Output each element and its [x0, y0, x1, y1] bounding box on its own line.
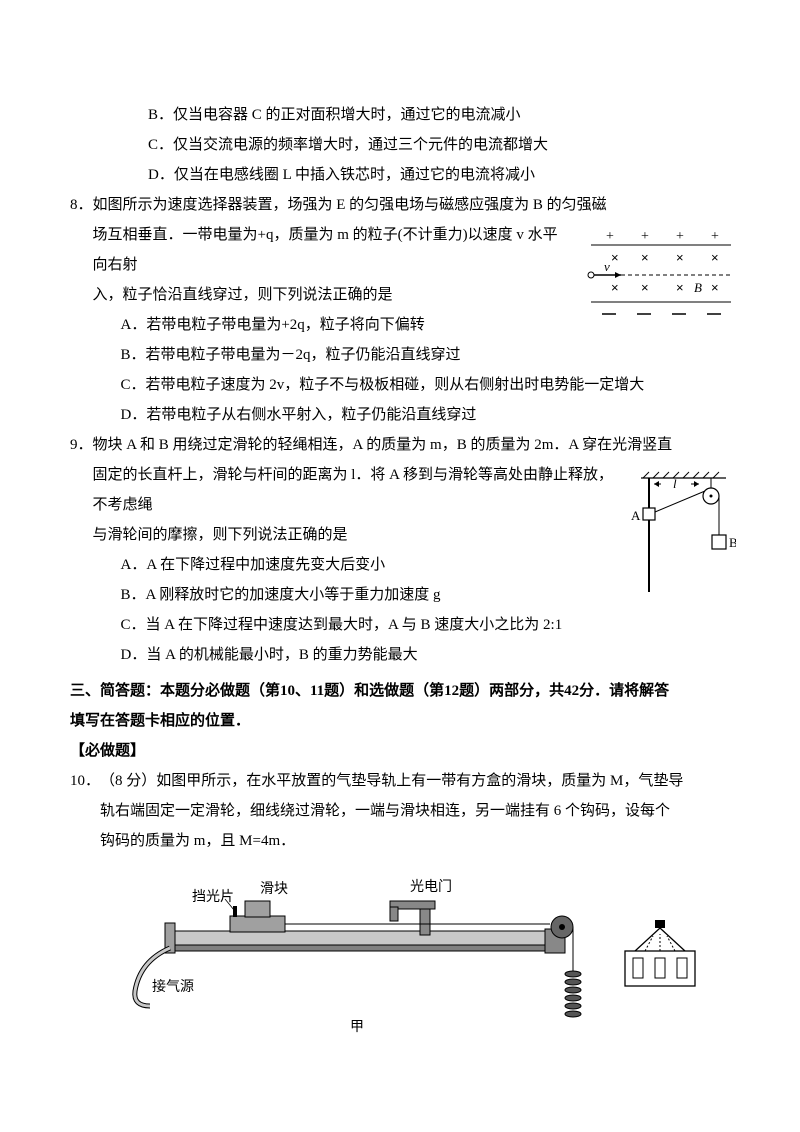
plus-icon: + [711, 230, 719, 244]
svg-text:×: × [676, 250, 684, 265]
q10-stem-3: 钩码的质量为 m，且 M=4m． [100, 826, 730, 856]
required-label: 【必做题】 [70, 736, 730, 766]
field-crosses: × × × × × × × × [611, 250, 719, 295]
section-3-header: 三、简答题：本题分必做题（第10、11题）和选做题（第12题）两部分，共42分．… [70, 676, 730, 706]
air-track-rail [170, 931, 550, 945]
q9-stem-1: 物块 A 和 B 用绕过定滑轮的轻绳相连，A 的质量为 m，B 的质量为 2m．… [93, 430, 730, 460]
block-b [712, 535, 726, 549]
gate-label: 光电门 [410, 879, 452, 895]
section-3-line-1: 三、简答题：本题分必做题（第10、11题）和选做题（第12题）两部分，共42分．… [70, 683, 669, 699]
slider-box [245, 901, 270, 917]
timer-icon [625, 920, 695, 986]
q8-option-b: B．若带电粒子带电量为－2q，粒子仍能沿直线穿过 [93, 340, 730, 370]
b-label: B [694, 280, 702, 295]
particle-icon [588, 272, 594, 278]
q8-figure: + + + + × × × × × × × × v B [586, 230, 736, 325]
q8-option-d: D．若带电粒子从右侧水平射入，粒子仍能沿直线穿过 [93, 400, 730, 430]
q10-number: 10． [70, 766, 100, 856]
q7-option-b: B．仅当电容器 C 的正对面积增大时，通过它的电流减小 [70, 100, 730, 130]
svg-text:×: × [641, 280, 649, 295]
photogate [390, 901, 435, 935]
weight-stack [565, 971, 581, 1017]
b-label: B [729, 535, 736, 550]
q9-option-c: C．当 A 在下降过程中速度达到最大时，A 与 B 速度大小之比为 2:1 [93, 610, 730, 640]
svg-text:×: × [611, 280, 619, 295]
svg-text:×: × [641, 250, 649, 265]
svg-text:×: × [611, 250, 619, 265]
section-3-line-2: 填写在答题卡相应的位置． [70, 706, 730, 736]
hatch-icon [643, 472, 719, 478]
q7-option-c: C．仅当交流电源的频率增大时，通过三个元件的电流都增大 [70, 130, 730, 160]
light-flag [233, 906, 237, 917]
plus-icon: + [676, 230, 684, 244]
plus-icon: + [606, 230, 614, 244]
rope-segment [655, 491, 705, 512]
q8-stem-1: 如图所示为速度选择器装置，场强为 E 的匀强电场与磁感应强度为 B 的匀强磁 [93, 190, 730, 220]
svg-text:×: × [711, 280, 719, 295]
q8-option-c: C．若带电粒子速度为 2v，粒子不与极板相碰，则从右侧射出时电势能一定增大 [93, 370, 730, 400]
v-label: v [604, 259, 610, 274]
q7-option-d: D．仅当在电感线圈 L 中插入铁芯时，通过它的电流将减小 [70, 160, 730, 190]
slider-block [230, 916, 285, 932]
q10-stem-1: 如图甲所示，在水平放置的气垫导轨上有一带有方盒的滑块，质量为 M，气垫导 [156, 773, 683, 789]
slider-label: 滑块 [260, 880, 288, 897]
arrow-head-icon [615, 272, 621, 278]
q9-option-d: D．当 A 的机械能最小时，B 的重力势能最大 [93, 640, 730, 670]
q10-figure: 挡光片 滑块 光电门 接气源 甲 [130, 871, 710, 1041]
q9-number: 9． [70, 430, 93, 670]
caption-label: 甲 [350, 1020, 364, 1035]
q10-points: （8 分） [100, 773, 156, 789]
svg-text:×: × [676, 280, 684, 295]
a-label: A [631, 508, 641, 523]
q9-figure: l A B [631, 470, 736, 595]
block-a [643, 508, 655, 520]
q10-stem-2: 轨右端固定一定滑轮，细线绕过滑轮，一端与滑块相连，另一端挂有 6 个钩码，设每个 [100, 796, 730, 826]
q8-number: 8． [70, 190, 93, 430]
q10: 10． （8 分）如图甲所示，在水平放置的气垫导轨上有一带有方盒的滑块，质量为 … [70, 766, 730, 856]
svg-text:×: × [711, 250, 719, 265]
plus-icon: + [641, 230, 649, 244]
l-label: l [673, 476, 677, 491]
air-label: 接气源 [152, 978, 194, 995]
